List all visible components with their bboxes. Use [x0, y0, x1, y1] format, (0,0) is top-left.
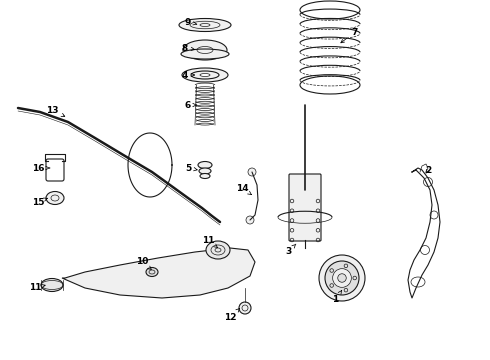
Ellipse shape	[46, 192, 64, 204]
Polygon shape	[62, 248, 255, 298]
Circle shape	[319, 255, 365, 301]
Text: 15: 15	[32, 198, 48, 207]
Text: 10: 10	[136, 257, 151, 270]
Text: 9: 9	[185, 18, 197, 27]
Circle shape	[246, 216, 254, 224]
Text: 13: 13	[46, 105, 65, 116]
Ellipse shape	[146, 267, 158, 276]
Text: 2: 2	[425, 166, 431, 175]
Text: 6: 6	[185, 100, 196, 109]
Text: 16: 16	[32, 163, 50, 172]
Text: 5: 5	[185, 163, 197, 172]
Ellipse shape	[198, 162, 212, 168]
Circle shape	[239, 302, 251, 314]
Text: 11: 11	[202, 235, 218, 248]
Text: 7: 7	[341, 27, 358, 43]
Ellipse shape	[199, 168, 211, 174]
Text: 14: 14	[236, 184, 251, 194]
Ellipse shape	[179, 18, 231, 32]
Text: 3: 3	[285, 244, 296, 256]
Ellipse shape	[182, 68, 228, 82]
FancyBboxPatch shape	[289, 174, 321, 241]
Circle shape	[248, 168, 256, 176]
Ellipse shape	[206, 241, 230, 259]
Circle shape	[333, 269, 351, 287]
Text: 1: 1	[332, 291, 342, 305]
Ellipse shape	[41, 279, 63, 292]
Ellipse shape	[200, 73, 210, 77]
Text: 12: 12	[224, 309, 240, 323]
Ellipse shape	[200, 174, 210, 179]
Ellipse shape	[181, 49, 229, 59]
Text: 4: 4	[182, 71, 195, 80]
Text: 11: 11	[29, 284, 45, 292]
Text: 8: 8	[182, 44, 195, 53]
Circle shape	[338, 274, 346, 282]
Circle shape	[325, 261, 359, 295]
Ellipse shape	[191, 71, 219, 79]
Ellipse shape	[183, 40, 227, 60]
